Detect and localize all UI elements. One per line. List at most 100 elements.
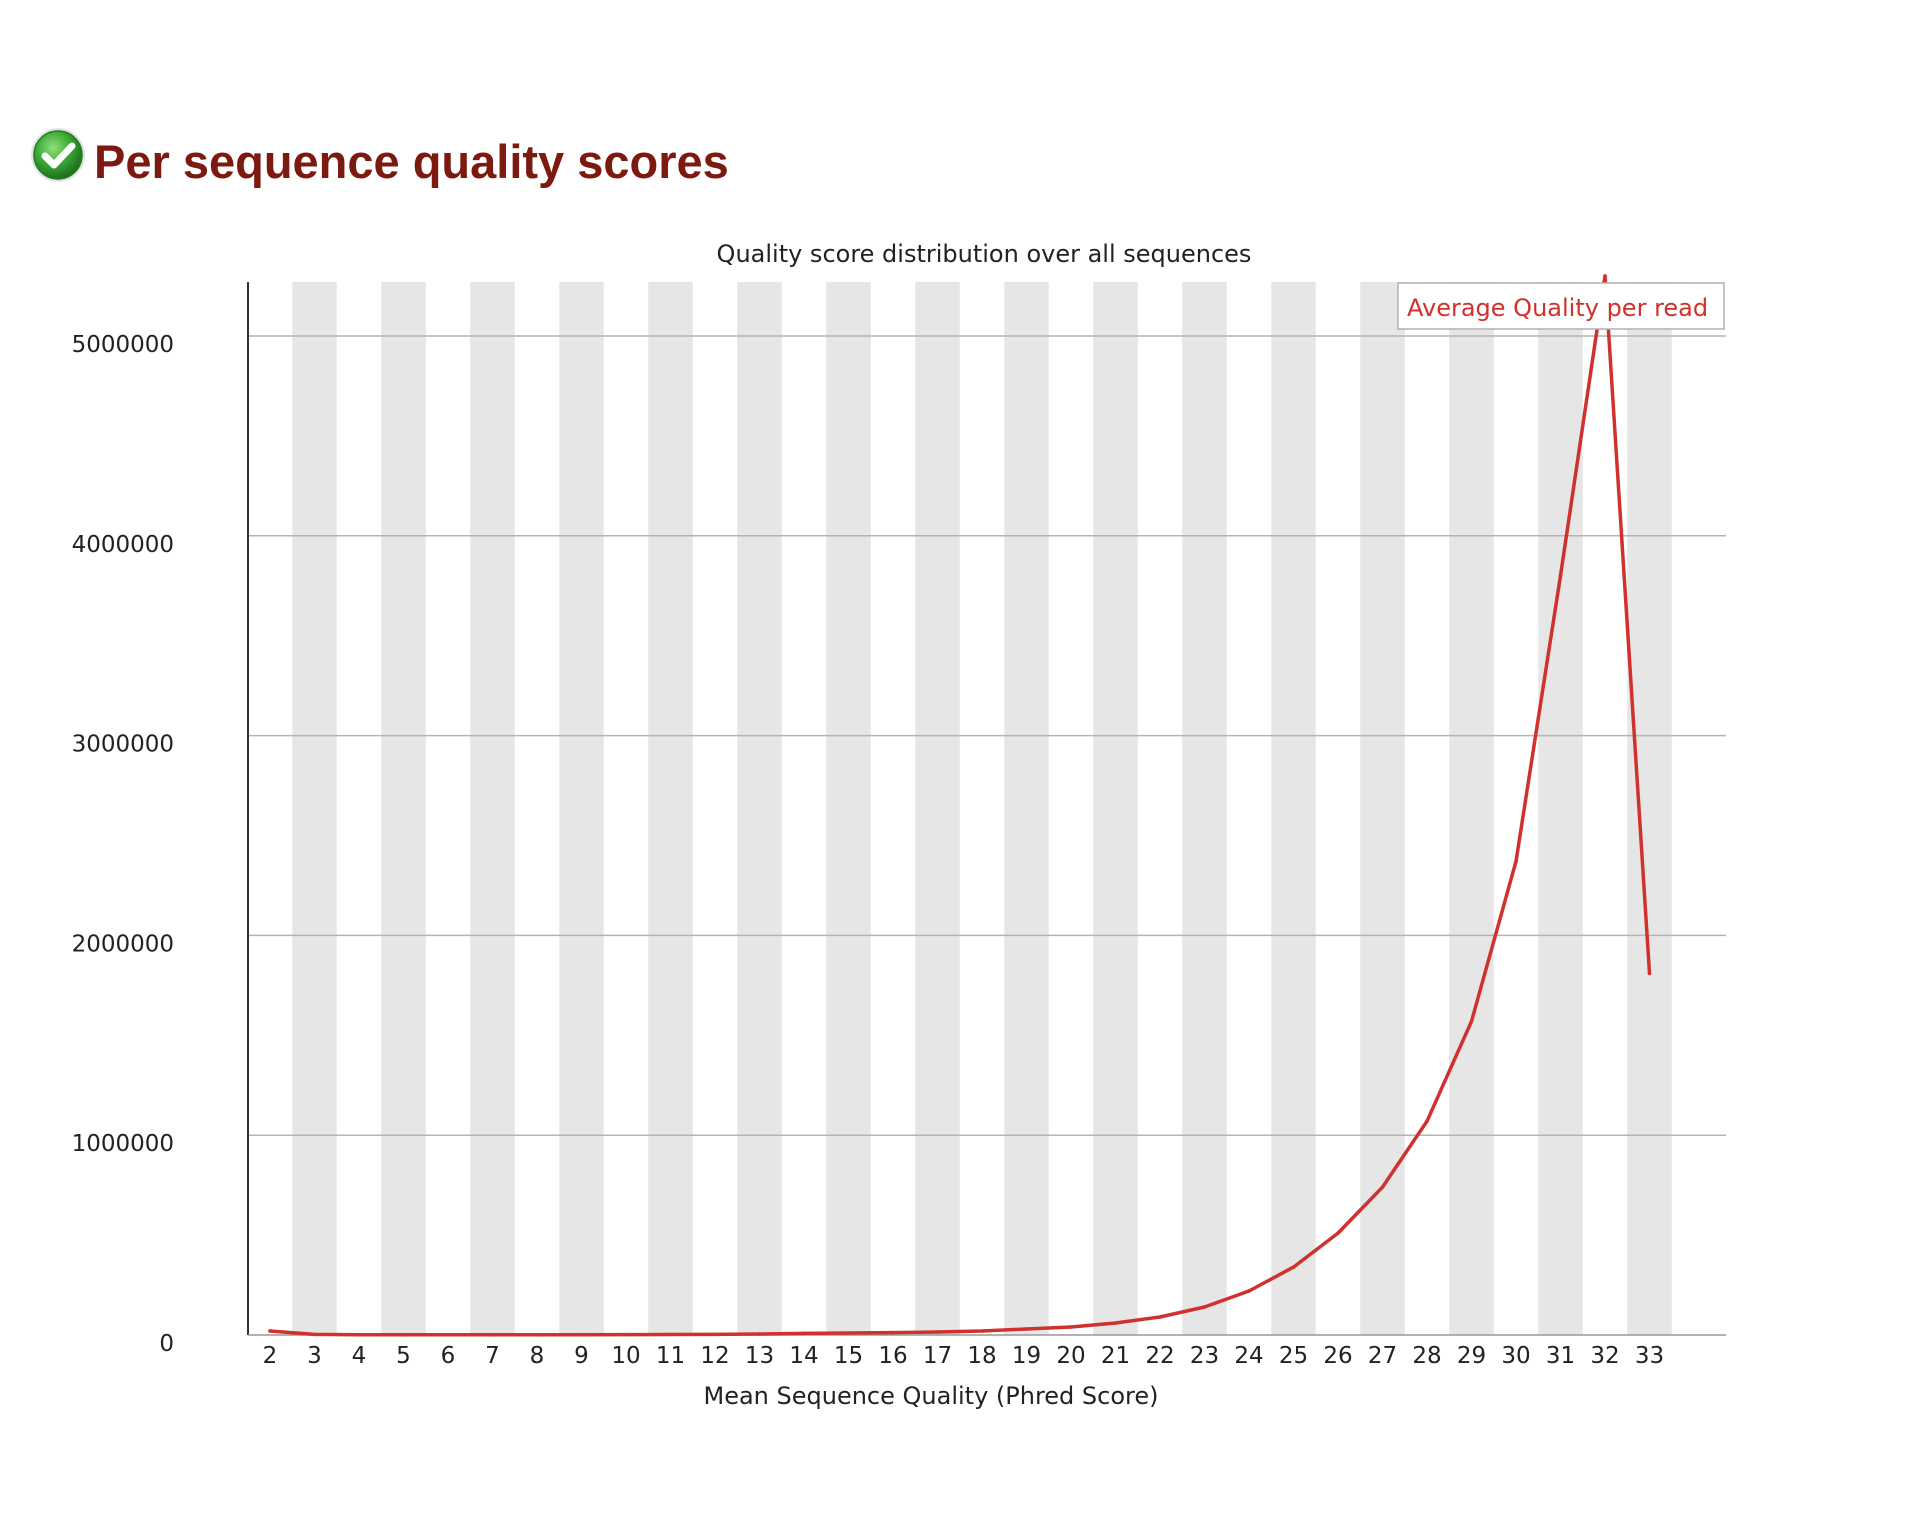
x-tick-label: 31 (1546, 1343, 1575, 1369)
band-29 (1449, 282, 1494, 1335)
data-point (535, 1333, 539, 1337)
band-17 (915, 282, 960, 1335)
x-tick-label: 20 (1056, 1343, 1085, 1369)
data-point (1603, 274, 1607, 278)
data-point (1158, 1315, 1162, 1319)
data-point (1336, 1231, 1340, 1235)
y-tick-labels: 0 1000000 2000000 3000000 4000000 5000000 (72, 332, 174, 1357)
x-tick-label: 22 (1145, 1343, 1174, 1369)
x-tick-label: 23 (1190, 1343, 1219, 1369)
x-tick-label: 32 (1590, 1343, 1619, 1369)
data-point (268, 1329, 272, 1333)
band-11 (648, 282, 693, 1335)
band-3 (292, 282, 337, 1335)
data-point (713, 1332, 717, 1337)
x-tick-label: 30 (1501, 1343, 1530, 1369)
x-tick-label: 25 (1279, 1343, 1308, 1369)
x-tick-label: 6 (441, 1343, 456, 1369)
x-tick-label: 16 (878, 1343, 907, 1369)
legend-box (1397, 282, 1725, 330)
x-tick-label: 12 (700, 1343, 729, 1369)
series-line-0 (268, 274, 1652, 1337)
data-point (624, 1332, 628, 1337)
data-point (802, 1331, 806, 1336)
x-tick-label: 29 (1457, 1343, 1486, 1369)
band-25 (1271, 282, 1316, 1335)
data-point (1069, 1325, 1073, 1329)
series-lines (268, 274, 1652, 1337)
data-point (846, 1331, 851, 1335)
x-tick-label: 7 (485, 1343, 500, 1369)
background-bands (292, 282, 1672, 1335)
data-point (579, 1332, 584, 1337)
x-tick-label: 11 (656, 1343, 685, 1369)
x-tick-label: 8 (530, 1343, 545, 1369)
data-point (891, 1330, 895, 1335)
x-tick-label: 27 (1368, 1343, 1397, 1369)
x-tick-label: 17 (923, 1343, 952, 1369)
band-21 (1093, 282, 1138, 1335)
x-tick-label: 14 (789, 1343, 818, 1369)
x-tick-labels: 2 3 4 5 6 7 8 9 10 11 12 13 14 15 16 17 18 19 20 21 22 23 24 25… (263, 1343, 1664, 1369)
data-point (1202, 1305, 1207, 1309)
chart-title: Quality score distribution over all sequ… (717, 240, 1252, 268)
data-point (980, 1329, 984, 1333)
band-9 (559, 282, 604, 1335)
band-15 (826, 282, 871, 1335)
data-point (357, 1333, 361, 1337)
x-tick-label: 9 (574, 1343, 589, 1369)
gridlines (248, 335, 1726, 1136)
module-title: Per sequence quality scores (94, 134, 729, 188)
x-tick-label: 5 (396, 1343, 411, 1369)
data-point (1024, 1327, 1029, 1331)
data-point (1647, 971, 1652, 976)
data-point (1469, 1019, 1474, 1024)
y-tick-label: 2000000 (72, 931, 174, 957)
band-27 (1360, 282, 1405, 1335)
band-31 (1538, 282, 1583, 1335)
band-23 (1182, 282, 1227, 1335)
data-point (490, 1333, 495, 1337)
y-tick-label: 0 (159, 1331, 174, 1357)
data-point (1380, 1185, 1385, 1189)
y-tick-label: 5000000 (72, 332, 174, 358)
x-tick-label: 33 (1635, 1343, 1664, 1369)
x-tick-label: 26 (1323, 1343, 1352, 1369)
x-tick-label: 10 (611, 1343, 640, 1369)
legend: Average Quality per read (1397, 282, 1725, 330)
data-point (1113, 1321, 1118, 1325)
band-19 (1004, 282, 1049, 1335)
data-point (757, 1332, 762, 1336)
y-tick-label: 1000000 (72, 1131, 174, 1157)
band-13 (737, 282, 782, 1335)
x-tick-label: 18 (967, 1343, 996, 1369)
data-point (1291, 1265, 1296, 1269)
data-point (446, 1333, 450, 1337)
data-point (1425, 1119, 1429, 1124)
data-point (1247, 1289, 1251, 1293)
module-header: Per sequence quality scores (28, 126, 729, 196)
data-point (1558, 573, 1563, 578)
y-tick-label: 4000000 (72, 532, 174, 558)
x-tick-label: 4 (352, 1343, 367, 1369)
x-tick-label: 28 (1412, 1343, 1441, 1369)
legend-label: Average Quality per read (1407, 294, 1708, 322)
x-tick-label: 3 (307, 1343, 322, 1369)
x-tick-label: 19 (1012, 1343, 1041, 1369)
data-point (1514, 859, 1518, 864)
data-point (401, 1333, 406, 1337)
data-point (668, 1332, 673, 1337)
check-circle-icon (31, 128, 85, 182)
x-tick-label: 15 (834, 1343, 863, 1369)
x-tick-label: 24 (1234, 1343, 1263, 1369)
data-point (935, 1330, 940, 1334)
x-axis-title: Mean Sequence Quality (Phred Score) (703, 1382, 1158, 1410)
data-point (312, 1332, 317, 1337)
axes (247, 282, 1726, 1336)
band-33 (1627, 282, 1672, 1335)
x-tick-label: 2 (263, 1343, 278, 1369)
y-tick-label: 3000000 (72, 732, 174, 758)
x-tick-label: 21 (1101, 1343, 1130, 1369)
x-tick-label: 13 (745, 1343, 774, 1369)
